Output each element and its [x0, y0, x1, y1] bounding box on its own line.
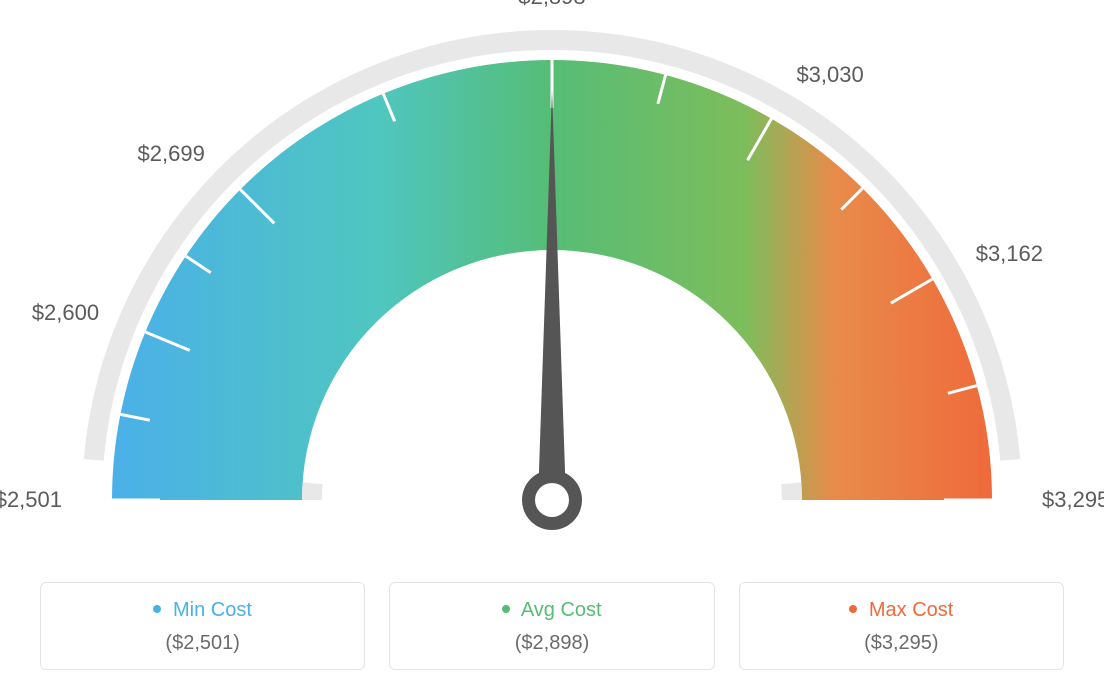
legend-title-min-text: Min Cost: [173, 599, 252, 621]
legend-title-max: Max Cost: [750, 599, 1053, 622]
gauge-tick-label: $3,162: [976, 241, 1043, 267]
legend-value-avg: ($2,898): [400, 632, 703, 655]
gauge-tick-label: $2,501: [0, 487, 62, 513]
gauge-end-nub: [302, 483, 323, 500]
legend-row: Min Cost ($2,501) Avg Cost ($2,898) Max …: [0, 582, 1104, 670]
legend-card-avg: Avg Cost ($2,898): [389, 582, 714, 670]
legend-value-min: ($2,501): [51, 632, 354, 655]
dot-icon-min: [153, 605, 161, 613]
legend-title-max-text: Max Cost: [869, 599, 953, 621]
cost-gauge-widget: $2,501 $2,600 $2,699 $2,898 $3,030 $3,162 $3,2…: [0, 0, 1104, 690]
gauge-tick-label: $2,898: [518, 0, 585, 10]
legend-value-max: ($3,295): [750, 632, 1053, 655]
legend-card-max: Max Cost ($3,295): [739, 582, 1064, 670]
gauge-tick-label: $3,295: [1042, 487, 1104, 513]
legend-card-min: Min Cost ($2,501): [40, 582, 365, 670]
dot-icon-avg: [502, 605, 510, 613]
gauge-tick-label: $3,030: [796, 62, 863, 88]
gauge-end-nub: [781, 483, 802, 500]
gauge-chart: $2,501 $2,600 $2,699 $2,898 $3,030 $3,162 $3,2…: [0, 0, 1104, 560]
gauge-tick-label: $2,699: [138, 141, 205, 167]
legend-title-avg-text: Avg Cost: [521, 599, 602, 621]
gauge-hub-hole: [535, 483, 569, 517]
legend-title-avg: Avg Cost: [400, 599, 703, 622]
gauge-tick-label: $2,600: [32, 300, 99, 326]
gauge-svg: [0, 0, 1104, 560]
dot-icon-max: [849, 605, 857, 613]
legend-title-min: Min Cost: [51, 599, 354, 622]
